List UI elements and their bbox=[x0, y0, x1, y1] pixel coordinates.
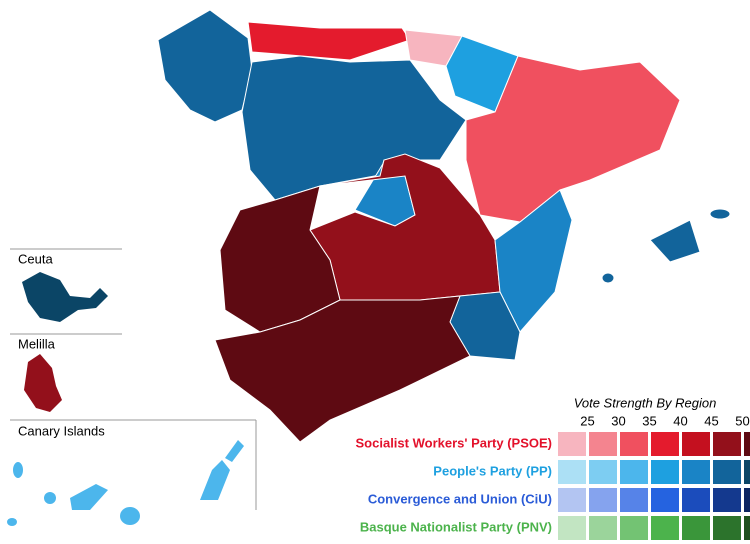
color-swatch bbox=[589, 432, 617, 456]
scale-label: 25 bbox=[580, 413, 594, 428]
color-swatch bbox=[589, 516, 617, 540]
color-swatch bbox=[589, 488, 617, 512]
color-swatch bbox=[744, 516, 750, 540]
color-swatch bbox=[713, 432, 741, 456]
color-swatch bbox=[713, 516, 741, 540]
party-label: People's Party (PP) bbox=[433, 463, 552, 478]
scale-label: 45 bbox=[704, 413, 718, 428]
region-menorca bbox=[709, 208, 731, 220]
color-swatch bbox=[620, 488, 648, 512]
inset-label: Ceuta bbox=[18, 251, 53, 266]
legend-title: Vote Strength By Region bbox=[574, 395, 717, 410]
color-swatch bbox=[558, 488, 586, 512]
color-swatch bbox=[651, 432, 679, 456]
color-swatch bbox=[558, 432, 586, 456]
color-swatch bbox=[620, 516, 648, 540]
inset-label: Melilla bbox=[18, 336, 56, 351]
party-label: Basque Nationalist Party (PNV) bbox=[360, 519, 552, 534]
color-swatch bbox=[620, 432, 648, 456]
region-canary-islands bbox=[7, 440, 244, 526]
region-mallorca bbox=[649, 219, 701, 263]
color-swatch bbox=[682, 488, 710, 512]
color-swatch bbox=[744, 460, 750, 484]
scale-label: 30 bbox=[611, 413, 625, 428]
color-swatch bbox=[682, 516, 710, 540]
region-galicia bbox=[157, 9, 253, 123]
color-swatch bbox=[589, 460, 617, 484]
color-swatch bbox=[558, 516, 586, 540]
party-label: Convergence and Union (CiU) bbox=[368, 491, 552, 506]
region-ceuta bbox=[22, 272, 108, 322]
region-asturias-cantabria bbox=[247, 21, 411, 61]
region-aragon-catalonia bbox=[465, 55, 681, 223]
scale-label: 50 bbox=[735, 413, 749, 428]
party-label: Socialist Workers' Party (PSOE) bbox=[356, 435, 552, 450]
color-swatch bbox=[744, 488, 750, 512]
color-swatch bbox=[620, 460, 648, 484]
color-swatch bbox=[713, 460, 741, 484]
color-swatch bbox=[682, 432, 710, 456]
color-swatch bbox=[651, 460, 679, 484]
color-swatch bbox=[651, 488, 679, 512]
mainland bbox=[157, 9, 731, 443]
insets: Ceuta Melilla Canary Islands bbox=[7, 248, 257, 526]
region-valencia bbox=[494, 189, 573, 333]
color-swatch bbox=[651, 516, 679, 540]
region-ibiza bbox=[601, 272, 615, 284]
color-swatch bbox=[682, 460, 710, 484]
inset-label: Canary Islands bbox=[18, 423, 105, 438]
scale-label: 35 bbox=[642, 413, 656, 428]
color-swatch bbox=[713, 488, 741, 512]
region-andalusia bbox=[214, 295, 471, 443]
region-melilla bbox=[24, 354, 62, 412]
scale-label: 40 bbox=[673, 413, 687, 428]
legend: Vote Strength By Region 25 30 35 40 45 50 Soci… bbox=[356, 395, 750, 540]
color-swatch bbox=[744, 432, 750, 456]
color-swatch bbox=[558, 460, 586, 484]
